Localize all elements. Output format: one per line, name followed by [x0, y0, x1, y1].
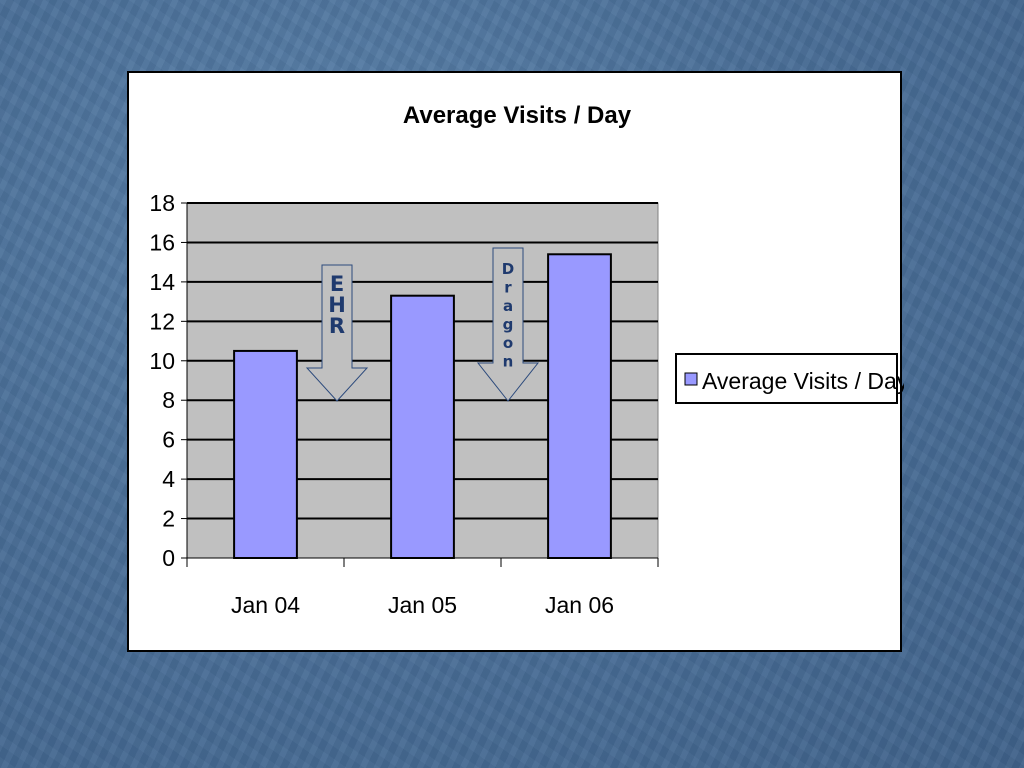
chart-title: Average Visits / Day: [403, 102, 632, 129]
y-tick-label: 14: [149, 269, 175, 295]
y-tick-label: 16: [149, 229, 175, 255]
bar-jan-04: [233, 349, 298, 559]
y-tick-label: 0: [162, 545, 175, 571]
bar-jan-06: [547, 253, 612, 559]
y-tick-label: 12: [149, 308, 175, 334]
annotation-letter: R: [329, 314, 345, 338]
bar-chart: Average Visits / Day 0 2 4 6 8 10 12 14 16 18 Jan…: [149, 102, 904, 618]
legend: Average Visits / Day: [675, 353, 904, 404]
y-tick-label: 2: [162, 506, 175, 532]
x-category-label: Jan 04: [231, 592, 300, 618]
annotation-arrow-ehr: EHR: [305, 264, 369, 402]
annotation-letter: r: [504, 279, 512, 297]
y-tick-label: 6: [162, 427, 175, 453]
y-tick-label: 10: [149, 348, 175, 374]
annotation-label: EHR: [328, 272, 346, 338]
legend-swatch: [684, 372, 698, 386]
annotation-letter: H: [328, 293, 346, 317]
x-category-label: Jan 06: [545, 592, 614, 618]
annotation-letter: n: [503, 353, 514, 371]
down-arrow-shape: [476, 247, 540, 402]
annotation-letter: a: [503, 297, 513, 315]
annotation-letter: D: [502, 260, 514, 278]
legend-box: [675, 353, 898, 404]
annotation-letter: g: [503, 316, 514, 334]
annotation-letter: E: [330, 272, 344, 296]
down-arrow-shape: [305, 264, 369, 402]
chart-container: Average Visits / Day 0 2 4 6 8 10 12 14 16 18 Jan…: [127, 71, 904, 652]
annotation-letter: o: [503, 334, 513, 352]
legend-label: Average Visits / Day: [702, 368, 904, 394]
y-tick-label: 8: [162, 387, 175, 413]
x-axis: Jan 04 Jan 05 Jan 06: [186, 557, 659, 618]
bar-series: [233, 253, 612, 559]
bar-jan-05: [390, 294, 455, 559]
y-tick-label: 18: [149, 190, 175, 216]
y-axis: 0 2 4 6 8 10 12 14 16 18: [149, 190, 188, 571]
x-category-label: Jan 05: [388, 592, 457, 618]
y-tick-label: 4: [162, 466, 175, 492]
